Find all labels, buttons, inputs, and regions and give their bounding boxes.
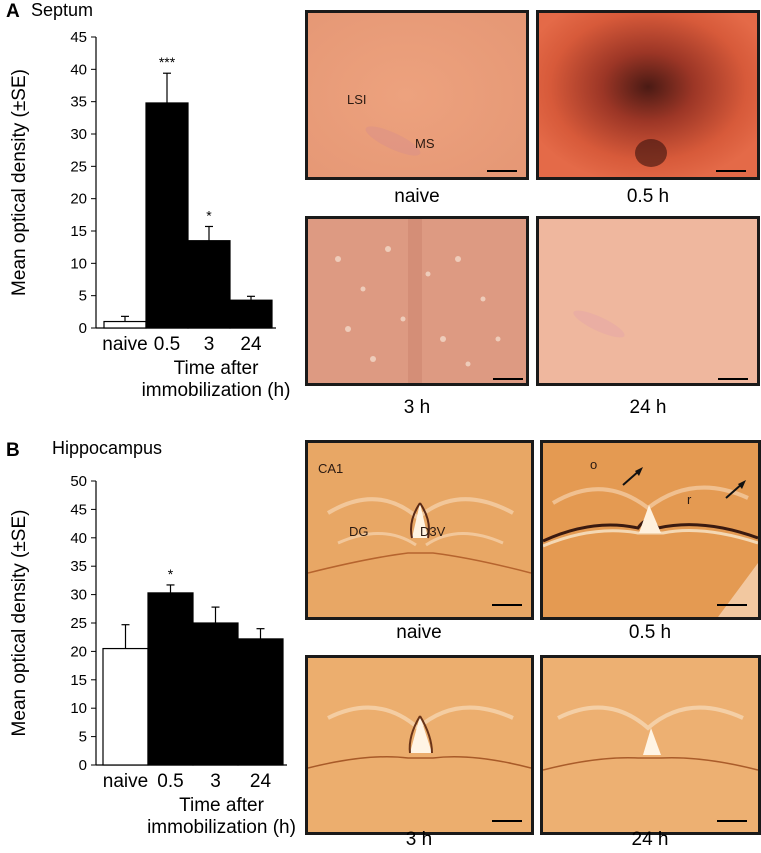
- x-axis-label-line1: Time after: [179, 795, 264, 816]
- hippocampus-micrograph-0-5h: [540, 440, 761, 620]
- caption-24h: 24 h: [629, 397, 667, 418]
- y-tick-label: 20: [70, 191, 87, 208]
- bar-3: [192, 622, 239, 766]
- ca1-label: CA1: [318, 461, 344, 476]
- septum-bar-chart: 0 5 10 15 20 25 30 35 40 45 naive *** 0.5 * 3 24 Time af…: [9, 29, 291, 401]
- scale-bar: [492, 604, 522, 606]
- y-tick-label: 15: [70, 223, 87, 240]
- scale-bar: [717, 604, 747, 606]
- hippocampus-micrograph-3h: [305, 655, 534, 835]
- panel-b-title: Hippocampus: [52, 438, 163, 458]
- caption-3h: 3 h: [403, 397, 431, 418]
- y-tick-label: 35: [70, 94, 87, 111]
- septum-micrograph-0-5h: [536, 10, 760, 180]
- panel-a-letter: A: [6, 1, 20, 22]
- y-tick-label: 50: [70, 473, 87, 490]
- significance-marker: *: [206, 207, 212, 223]
- y-tick-label: 15: [70, 672, 87, 689]
- caption-naive: naive: [394, 186, 440, 207]
- caption-0-5h: 0.5 h: [628, 622, 672, 643]
- y-tick-label: 10: [70, 255, 87, 272]
- d3v-label: D3V: [420, 524, 446, 539]
- bar-naive: [103, 320, 147, 329]
- y-tick-label: 20: [70, 643, 87, 660]
- x-tick-label: 0.5: [157, 771, 183, 792]
- panel-b-letter: B: [6, 440, 20, 461]
- x-axis-label-line2: immobilization (h): [142, 380, 291, 401]
- y-tick-label: 30: [70, 587, 87, 604]
- septum-micrograph-24h: [536, 216, 760, 386]
- hippocampus-bar-chart: 0 5 10 15 20 25 30 35 40 45 50 naive * 0.5 3 24 Time aft…: [9, 473, 296, 838]
- x-tick-label: 0.5: [154, 334, 180, 355]
- scale-bar: [718, 378, 748, 380]
- panel-a-title: Septum: [31, 0, 94, 20]
- hippocampus-micrograph-24h: [540, 655, 761, 835]
- x-tick-label: 3: [210, 771, 221, 792]
- x-axis-label-line1: Time after: [174, 358, 259, 379]
- x-tick-label: naive: [103, 771, 148, 792]
- y-tick-label: 45: [70, 29, 87, 46]
- x-axis-label-line2: immobilization (h): [147, 817, 296, 838]
- y-tick-label: 45: [70, 501, 87, 518]
- bar-0.5: [145, 102, 189, 329]
- bar-24: [229, 299, 273, 329]
- caption-0-5h: 0.5 h: [626, 186, 670, 207]
- y-axis-label: Mean optical density (±SE): [9, 69, 30, 296]
- y-tick-label: 0: [79, 757, 87, 774]
- scale-bar: [493, 378, 523, 380]
- lsi-label: LSI: [347, 92, 367, 107]
- caption-naive: naive: [396, 622, 442, 643]
- bar-naive: [102, 647, 149, 766]
- bar-24: [237, 638, 284, 766]
- x-tick-label: 24: [240, 334, 262, 355]
- y-tick-label: 10: [70, 700, 87, 717]
- scale-bar: [487, 170, 517, 172]
- y-tick-label: 25: [70, 158, 87, 175]
- scale-bar: [492, 820, 522, 822]
- bar-3: [187, 240, 231, 329]
- septum-micrograph-3h: [305, 216, 529, 386]
- y-tick-label: 5: [79, 288, 87, 305]
- dg-label: DG: [349, 524, 369, 539]
- y-tick-label: 25: [70, 615, 87, 632]
- significance-marker: ***: [159, 54, 176, 70]
- y-tick-label: 35: [70, 558, 87, 575]
- y-tick-label: 30: [70, 126, 87, 143]
- septum-micrograph-naive: [305, 10, 529, 180]
- significance-marker: *: [168, 566, 174, 582]
- scale-bar: [716, 170, 746, 172]
- y-tick-label: 0: [79, 320, 87, 337]
- caption-24h: 24 h: [631, 829, 669, 850]
- y-axis-label: Mean optical density (±SE): [9, 510, 30, 737]
- x-tick-label: 24: [250, 771, 272, 792]
- y-tick-label: 40: [70, 61, 87, 78]
- hippocampus-micrograph-naive: [305, 440, 534, 620]
- x-tick-label: 3: [204, 334, 215, 355]
- caption-3h: 3 h: [405, 829, 433, 850]
- ms-label: MS: [415, 136, 435, 151]
- y-tick-label: 5: [79, 729, 87, 746]
- x-tick-label: naive: [102, 334, 147, 355]
- r-label: r: [687, 492, 692, 507]
- o-label: o: [590, 457, 598, 472]
- y-tick-label: 40: [70, 530, 87, 547]
- bar-0.5: [147, 592, 194, 766]
- scale-bar: [717, 820, 747, 822]
